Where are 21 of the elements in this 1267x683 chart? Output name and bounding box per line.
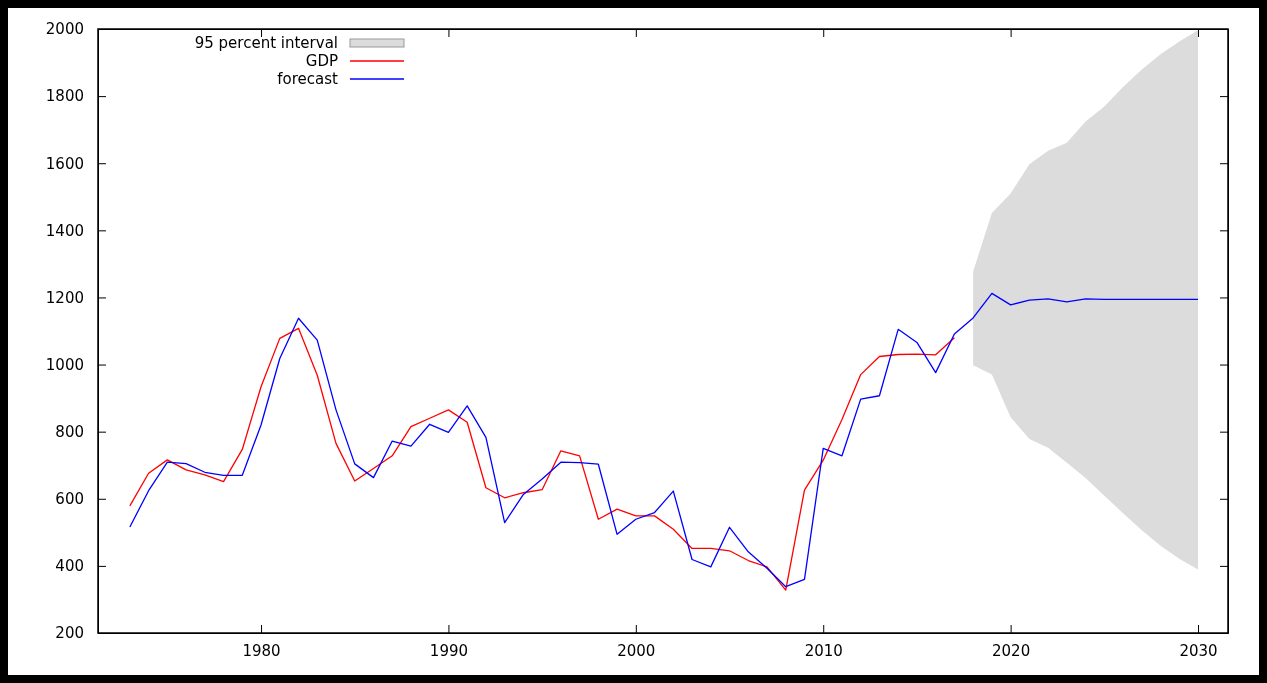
legend-label: forecast [277, 69, 339, 88]
y-tick-label: 200 [55, 624, 84, 643]
y-tick-label: 600 [55, 490, 84, 509]
legend-label: GDP [305, 51, 338, 70]
y-tick-label: 1000 [45, 355, 84, 374]
line-series [129, 292, 1199, 588]
y-tick-label: 1200 [45, 288, 84, 307]
y-tick-label: 1600 [45, 154, 84, 173]
y-tick-label: 1800 [45, 87, 84, 106]
x-tick-label: 1980 [242, 641, 281, 660]
y-tick-label: 1400 [45, 221, 84, 240]
x-tick-label: 1990 [429, 641, 469, 660]
x-tick-label: 2030 [1179, 641, 1218, 660]
y-tick-label: 800 [55, 422, 84, 441]
y-tick-label: 2000 [45, 20, 84, 39]
annotation: 95 percent interval [194, 33, 338, 52]
x-tick-label: 2000 [617, 641, 656, 660]
y-tick-label: 400 [55, 557, 84, 576]
line-series [129, 327, 956, 591]
x-tick-label: 2010 [804, 641, 843, 660]
x-tick-label: 2020 [992, 641, 1031, 660]
